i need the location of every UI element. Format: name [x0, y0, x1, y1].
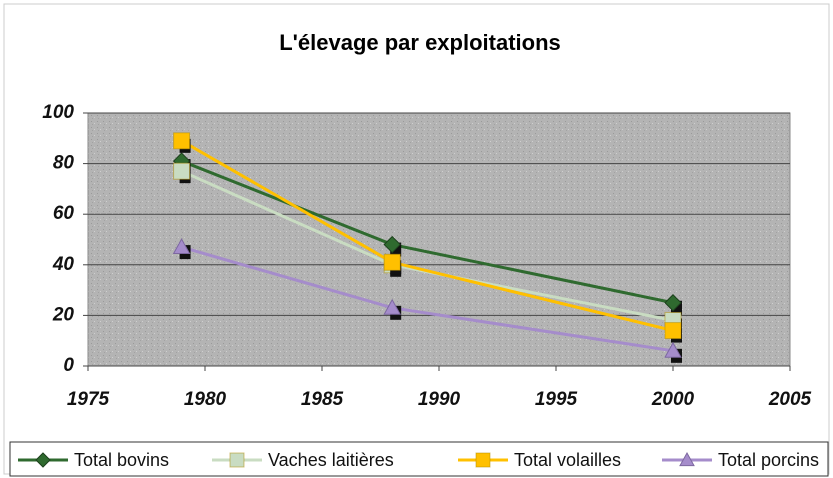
data-point	[383, 235, 401, 254]
plot-area	[87, 112, 791, 367]
x-tick-label: 1985	[301, 389, 344, 410]
legend-label: Vaches laitières	[268, 450, 394, 470]
data-point	[383, 253, 401, 271]
legend-marker	[35, 452, 51, 468]
x-tick-label: 1990	[418, 389, 461, 410]
data-point	[664, 341, 682, 358]
x-tick-label: 1975	[67, 389, 110, 410]
data-point	[664, 294, 682, 312]
x-tick-label: 1995	[535, 389, 578, 410]
x-tick-label: 1980	[184, 389, 227, 410]
x-tick-label: 2005	[768, 389, 812, 410]
legend-label: Total bovins	[74, 450, 169, 470]
data-point	[172, 238, 191, 254]
data-point	[664, 322, 682, 340]
legend-label: Total volailles	[514, 450, 621, 470]
y-tick-label: 40	[52, 254, 75, 275]
data-point	[173, 162, 191, 180]
data-point	[173, 132, 191, 150]
legend-marker	[475, 452, 491, 468]
x-tick-label: 2000	[651, 389, 695, 410]
y-tick-label: 0	[63, 355, 74, 376]
legend-marker	[679, 451, 695, 467]
chart-title: L'élevage par exploitations	[279, 30, 561, 55]
y-tick-label: 100	[42, 102, 74, 123]
data-point	[383, 298, 402, 315]
legend-marker	[229, 452, 245, 468]
y-tick-label: 60	[53, 203, 75, 224]
legend-label: Total porcins	[718, 450, 819, 470]
y-tick-label: 80	[53, 153, 75, 174]
y-tick-label: 20	[52, 304, 75, 325]
